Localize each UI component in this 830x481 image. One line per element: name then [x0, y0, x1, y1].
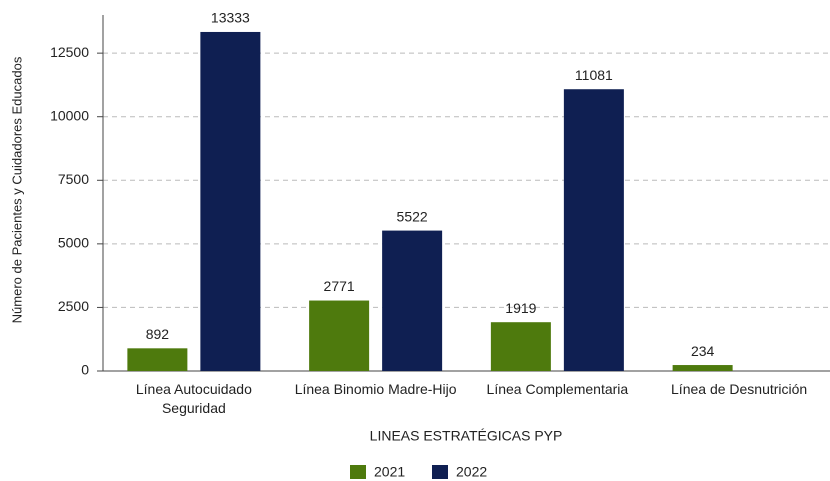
y-tick-label: 7500: [58, 171, 89, 187]
data-label: 2771: [324, 278, 355, 294]
data-label: 234: [691, 343, 715, 359]
x-tick-label: Línea Binomio Madre-Hijo: [294, 381, 457, 397]
data-label: 1919: [505, 300, 536, 316]
bar: [382, 230, 443, 371]
x-tick-label: Línea Complementaria: [486, 381, 629, 397]
bar: [672, 365, 733, 371]
x-tick-label: Línea Autocuidado Seguridad: [135, 381, 252, 416]
legend-label: 2022: [456, 464, 487, 480]
data-label: 11081: [575, 67, 613, 83]
y-tick-label: 10000: [50, 107, 89, 123]
bar: [127, 348, 188, 371]
y-tick-label: 12500: [50, 44, 89, 60]
legend-swatch: [350, 465, 366, 479]
y-axis-title: Número de Pacientes y Cuidadores Educado…: [9, 56, 24, 323]
data-label: 5522: [397, 208, 428, 224]
bar: [309, 300, 370, 371]
legend-swatch: [432, 465, 448, 479]
y-tick-label: 2500: [58, 298, 89, 314]
y-tick-label: 0: [81, 362, 89, 378]
y-tick-label: 5000: [58, 235, 89, 251]
x-tick-label: Línea de Desnutrición: [671, 381, 808, 397]
bar: [490, 322, 551, 371]
bar: [200, 31, 261, 372]
x-axis-title: LINEAS ESTRATÉGICAS PYP: [370, 428, 563, 444]
data-label: 892: [146, 326, 170, 342]
data-label: 13333: [211, 10, 250, 26]
bar: [563, 89, 624, 371]
legend-label: 2021: [374, 464, 405, 480]
